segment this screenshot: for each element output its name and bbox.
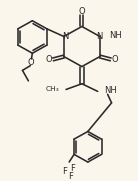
Text: N: N <box>62 32 69 41</box>
Text: F: F <box>62 167 67 176</box>
Text: F: F <box>68 172 73 181</box>
Text: N: N <box>96 32 102 41</box>
Text: NH: NH <box>109 31 122 40</box>
Text: NH: NH <box>104 86 116 95</box>
Text: CH₃: CH₃ <box>45 87 59 92</box>
Text: O: O <box>79 7 85 16</box>
Text: O: O <box>46 55 52 64</box>
Text: F: F <box>70 164 75 173</box>
Text: O: O <box>111 55 118 64</box>
Text: O: O <box>27 58 34 67</box>
